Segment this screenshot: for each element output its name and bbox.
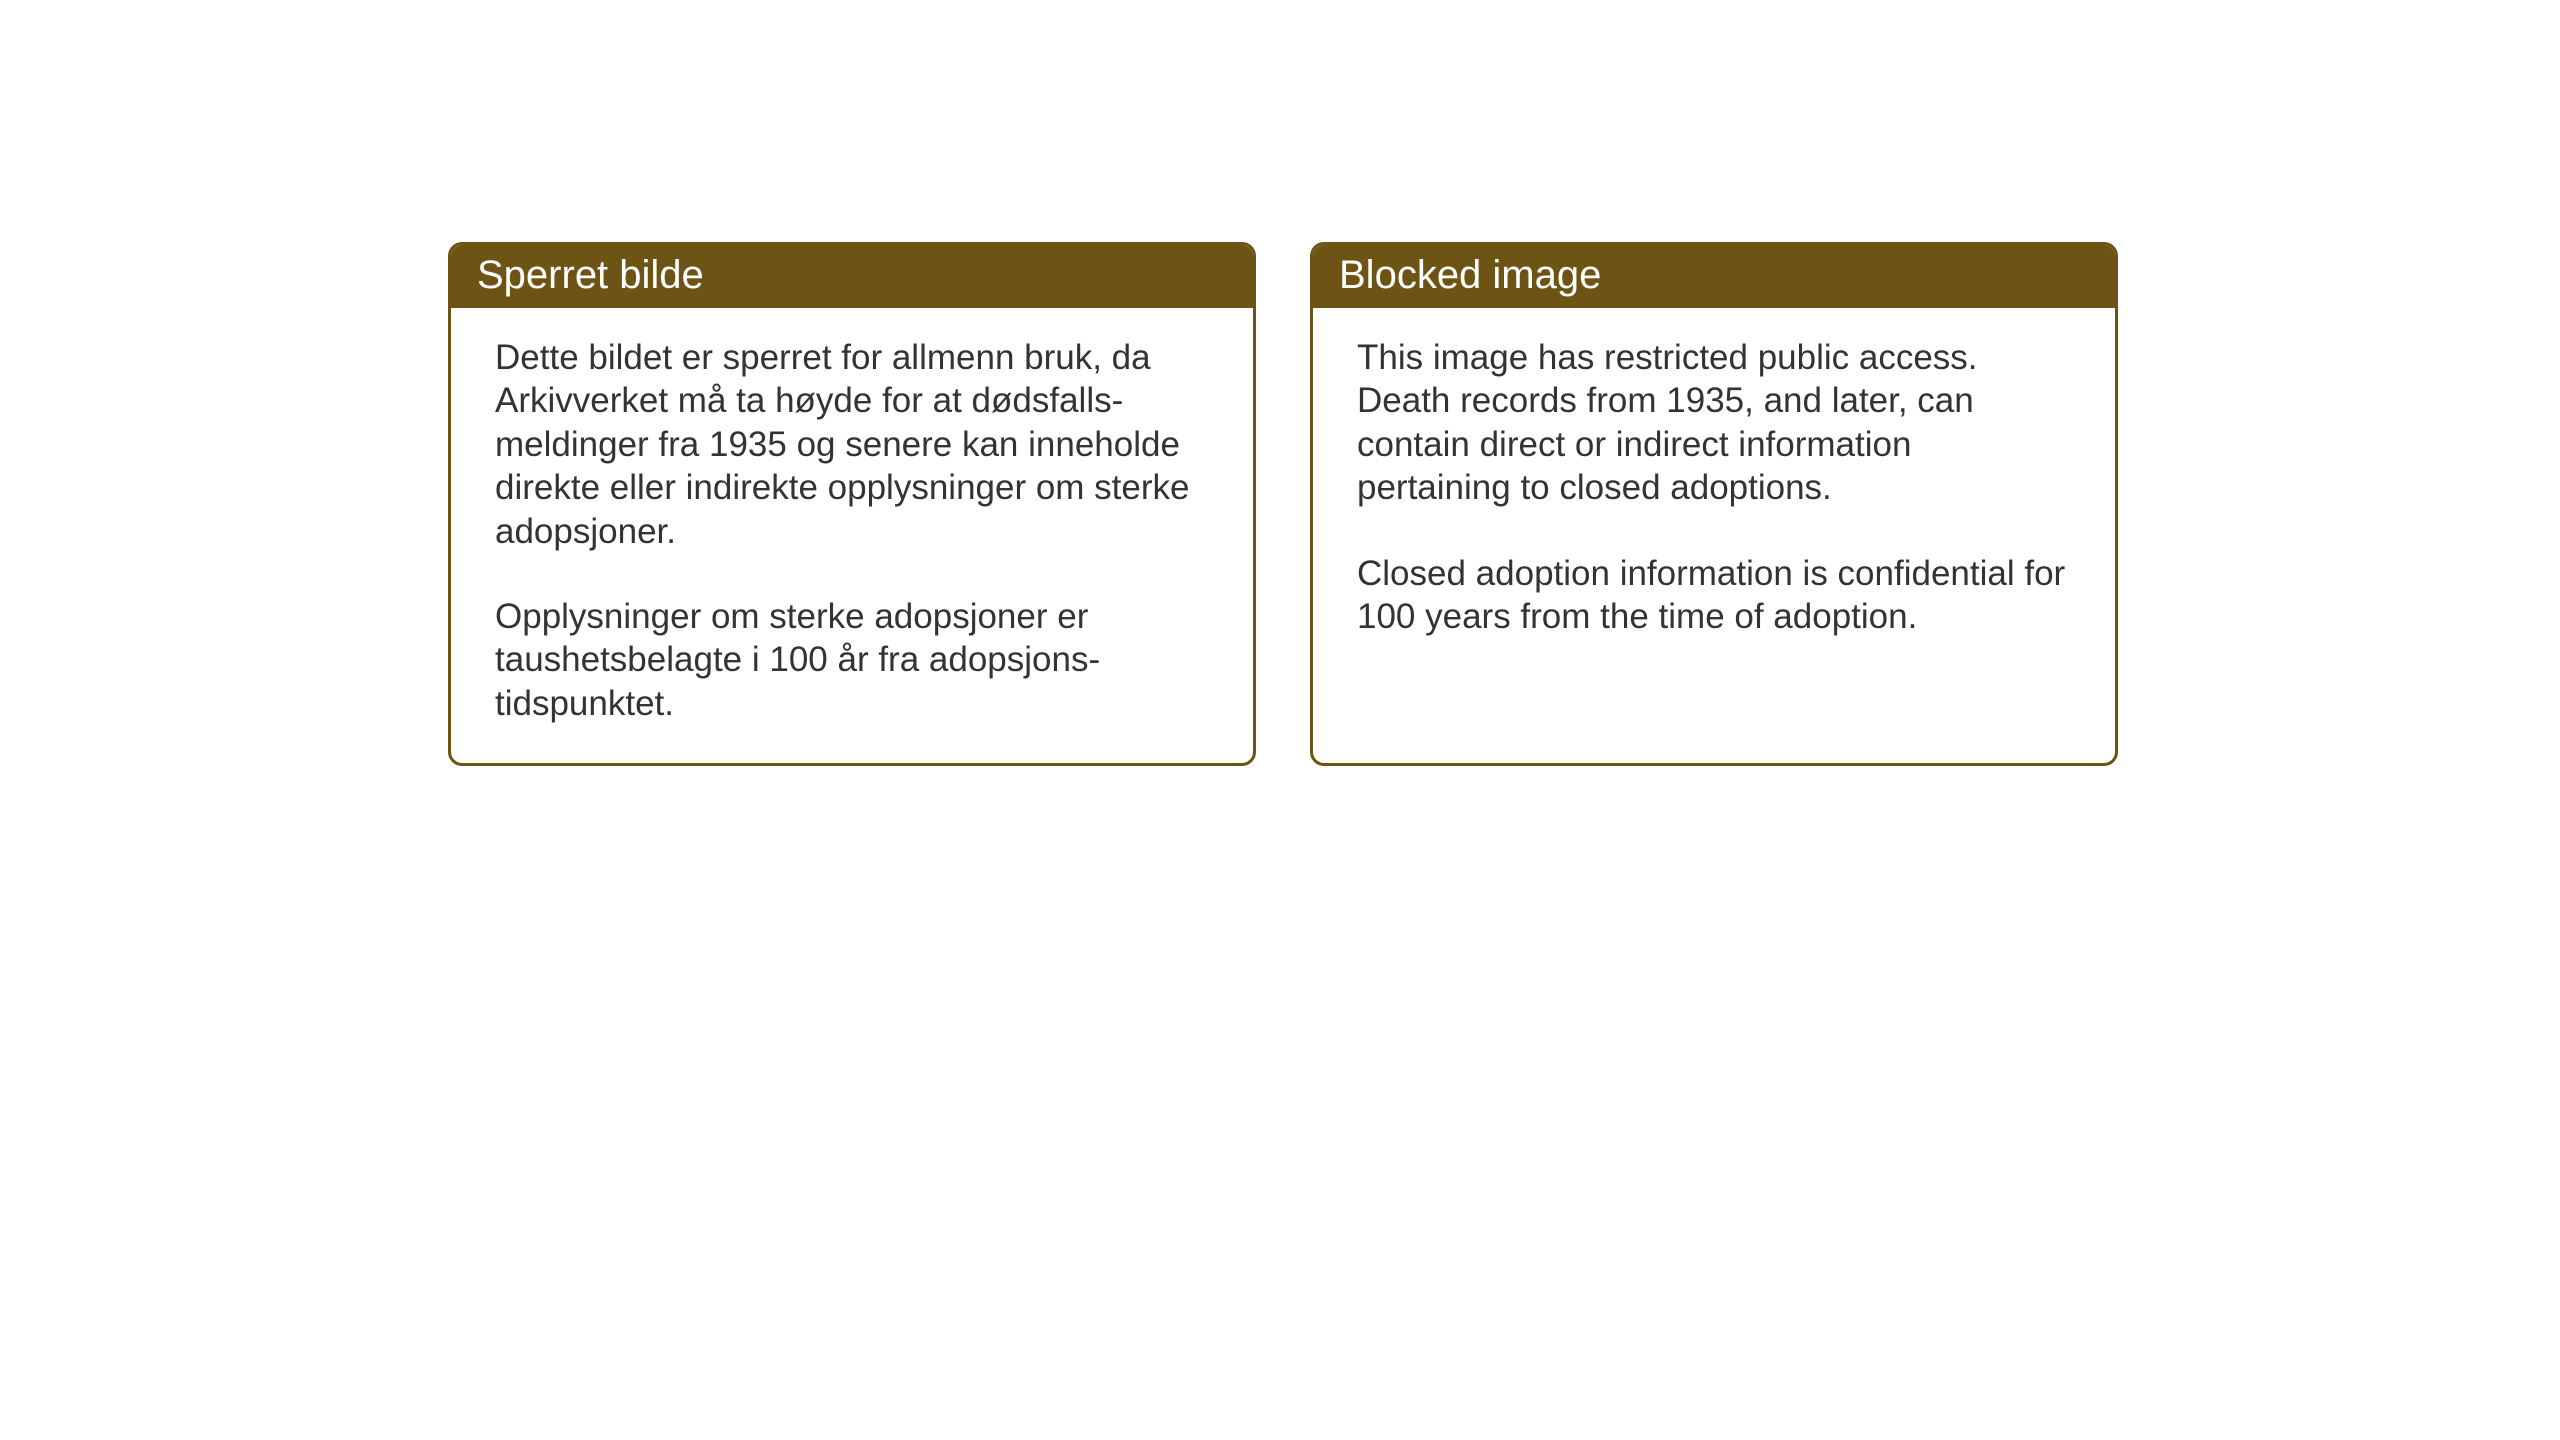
message-container: Sperret bilde Dette bildet er sperret fo… <box>448 242 2118 766</box>
norwegian-paragraph-1: Dette bildet er sperret for allmenn bruk… <box>495 336 1209 553</box>
english-message-body: This image has restricted public access.… <box>1313 308 2115 754</box>
english-message-box: Blocked image This image has restricted … <box>1310 242 2118 766</box>
norwegian-message-body: Dette bildet er sperret for allmenn bruk… <box>451 308 1253 763</box>
english-message-title: Blocked image <box>1313 245 2115 308</box>
norwegian-message-box: Sperret bilde Dette bildet er sperret fo… <box>448 242 1256 766</box>
norwegian-paragraph-2: Opplysninger om sterke adopsjoner er tau… <box>495 595 1209 725</box>
english-paragraph-1: This image has restricted public access.… <box>1357 336 2071 510</box>
norwegian-message-title: Sperret bilde <box>451 245 1253 308</box>
english-paragraph-2: Closed adoption information is confident… <box>1357 552 2071 639</box>
